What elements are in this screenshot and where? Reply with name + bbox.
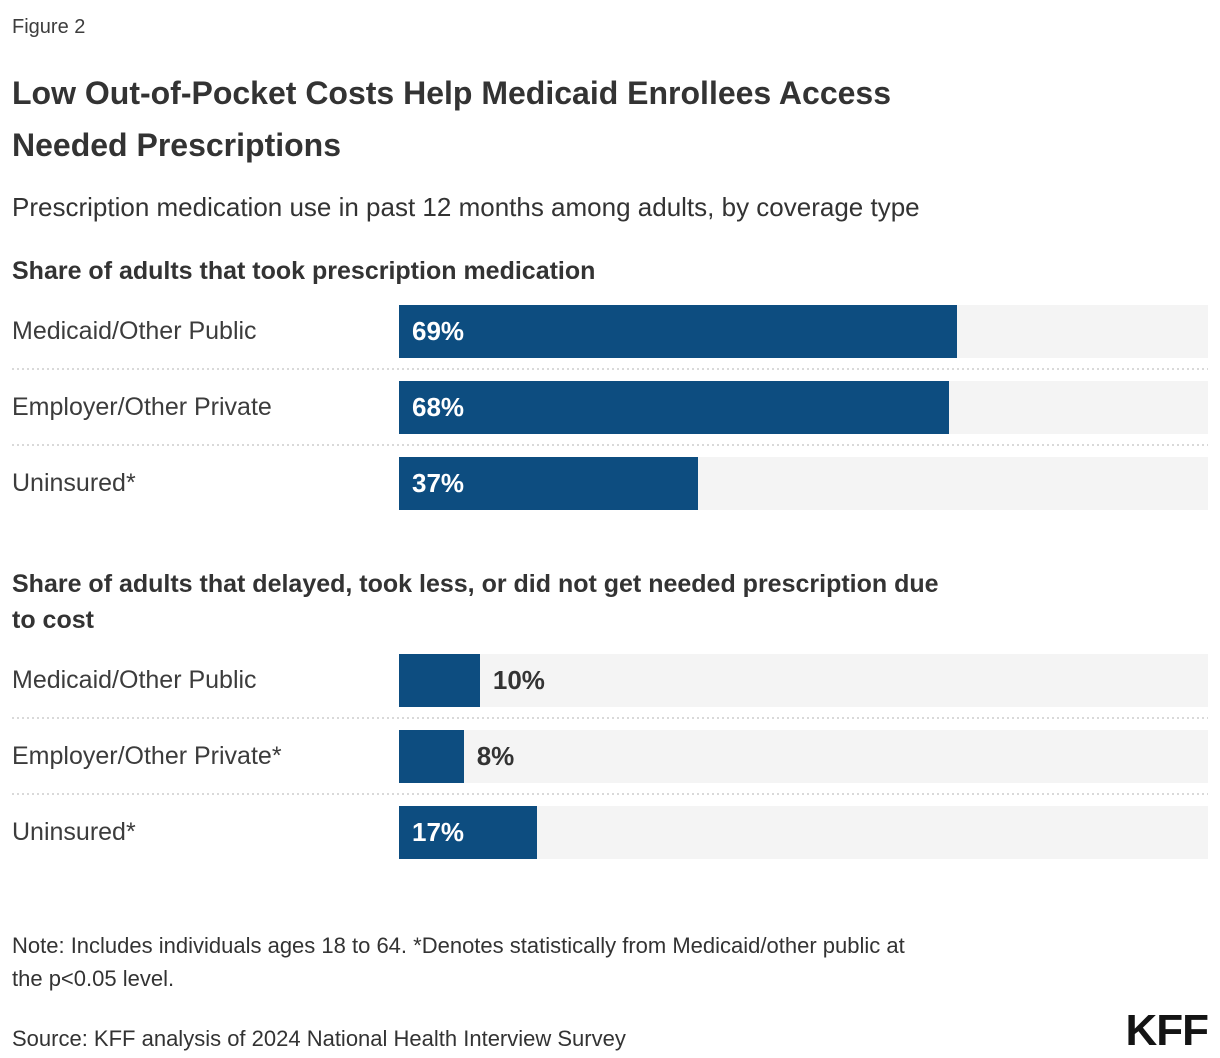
subtitle: Prescription medication use in past 12 m… — [12, 192, 920, 222]
bar-value-label: 10% — [492, 665, 545, 695]
row-separator — [12, 368, 1208, 370]
footer: Source: KFF analysis of 2024 National He… — [12, 1006, 1209, 1055]
kff-logo: KFF — [1125, 1006, 1209, 1055]
bar-chart-delayed-due-to-cost: Medicaid/Other Public 10% Employer/Other… — [12, 654, 1208, 859]
bar-uninsured: 37% — [399, 457, 699, 510]
chart-row-medicaid: Medicaid/Other Public 10% — [12, 654, 1208, 707]
chart-1-title: Share of adults that took prescription m… — [12, 257, 596, 285]
bar-chart-took-medication: Medicaid/Other Public 69% Employer/Other… — [12, 305, 1208, 510]
row-label: Uninsured* — [12, 469, 136, 497]
bar-value-label: 8% — [476, 741, 515, 771]
bar-value-label: 17% — [412, 817, 465, 847]
bar-employer-private: 68% — [399, 381, 950, 434]
row-label: Employer/Other Private — [12, 393, 272, 421]
chart-row-employer: Employer/Other Private* 8% — [12, 730, 1208, 783]
chart-row-uninsured: Uninsured* 37% — [12, 457, 1208, 510]
row-label: Medicaid/Other Public — [12, 666, 257, 694]
chart-row-medicaid: Medicaid/Other Public 69% — [12, 305, 1208, 358]
chart-section-delayed-due-to-cost: Share of adults that delayed, took less,… — [12, 566, 1208, 859]
bar-value-label: 68% — [412, 392, 465, 422]
bar-track: 68% — [399, 381, 1208, 434]
bar-medicaid-public: 69% — [399, 305, 958, 358]
note-text: Note: Includes individuals ages 18 to 64… — [12, 933, 905, 991]
bar-uninsured: 17% — [399, 806, 537, 859]
figure-label: Figure 2 — [12, 16, 86, 38]
chart-row-employer: Employer/Other Private 68% — [12, 381, 1208, 434]
bar-track: 8% — [399, 730, 1208, 783]
chart-section-took-medication: Share of adults that took prescription m… — [12, 253, 1208, 510]
row-separator — [12, 793, 1208, 795]
bar-employer-private — [399, 730, 464, 783]
bar-track: 10% — [399, 654, 1208, 707]
page-title: Low Out-of-Pocket Costs Help Medicaid En… — [12, 75, 892, 163]
row-label: Uninsured* — [12, 818, 136, 846]
bar-value-label: 69% — [412, 316, 465, 346]
bar-track: 37% — [399, 457, 1208, 510]
chart-2-title: Share of adults that delayed, took less,… — [12, 570, 939, 634]
row-separator — [12, 444, 1208, 446]
row-label: Medicaid/Other Public — [12, 317, 257, 345]
bar-track: 69% — [399, 305, 1208, 358]
bar-track: 17% — [399, 806, 1208, 859]
source-text: Source: KFF analysis of 2024 National He… — [12, 1026, 626, 1051]
chart-row-uninsured: Uninsured* 17% — [12, 806, 1208, 859]
row-separator — [12, 717, 1208, 719]
bar-value-label: 37% — [412, 468, 465, 498]
row-label: Employer/Other Private* — [12, 742, 282, 770]
bar-medicaid-public — [399, 654, 480, 707]
